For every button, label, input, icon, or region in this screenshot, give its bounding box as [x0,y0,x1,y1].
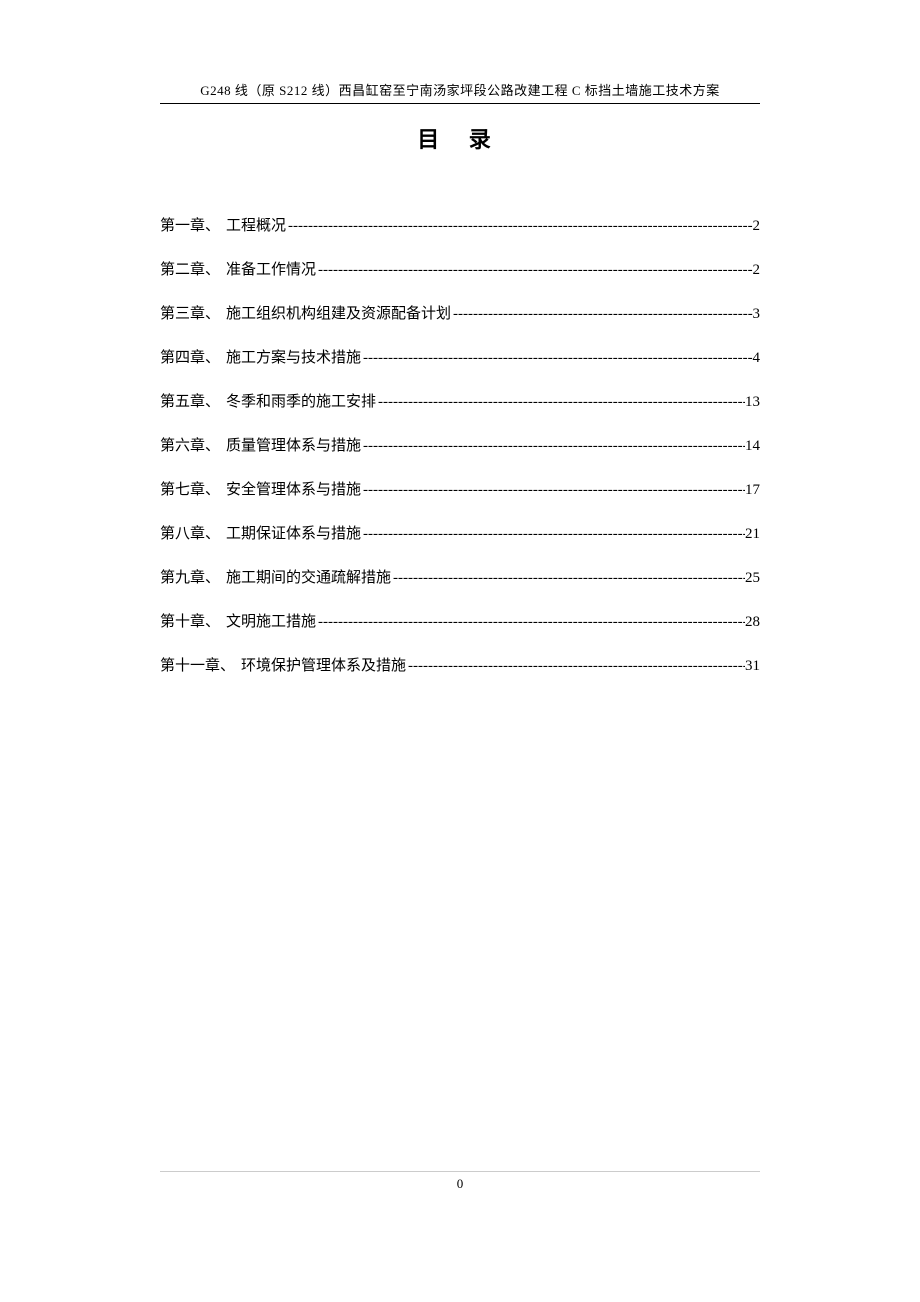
toc-entry-title: 施工组织机构组建及资源配备计划 [226,302,451,326]
toc-chapter-label: 第四章、 [160,346,220,370]
toc-leader-dashes: ----------------------------------------… [316,258,752,282]
toc-entry-title: 质量管理体系与措施 [226,434,361,458]
toc-leader-dashes: ----------------------------------------… [316,610,745,634]
document-page: G248 线（原 S212 线）西昌缸窑至宁南汤家坪段公路改建工程 C 标挡土墙… [0,0,920,678]
toc-page-number: 17 [745,478,760,502]
toc-page-number: 3 [753,302,761,326]
toc-page-number: 2 [753,214,761,238]
toc-leader-dashes: ----------------------------------------… [361,434,745,458]
toc-entry-title: 文明施工措施 [226,610,316,634]
toc-chapter-label: 第六章、 [160,434,220,458]
toc-leader-dashes: ----------------------------------------… [361,522,745,546]
toc-entry: 第十一章、环境保护管理体系及措施------------------------… [160,654,760,678]
toc-chapter-label: 第八章、 [160,522,220,546]
toc-list: 第一章、工程概况--------------------------------… [160,214,760,678]
toc-page-number: 28 [745,610,760,634]
toc-chapter-label: 第五章、 [160,390,220,414]
toc-entry-title: 工期保证体系与措施 [226,522,361,546]
toc-page-number: 31 [745,654,760,678]
toc-chapter-label: 第一章、 [160,214,220,238]
toc-page-number: 2 [753,258,761,282]
toc-title: 目 录 [160,122,760,154]
toc-chapter-label: 第十章、 [160,610,220,634]
toc-leader-dashes: ----------------------------------------… [361,478,745,502]
toc-page-number: 13 [745,390,760,414]
toc-page-number: 25 [745,566,760,590]
toc-entry: 第一章、工程概况--------------------------------… [160,214,760,238]
toc-entry-title: 施工方案与技术措施 [226,346,361,370]
toc-entry-title: 工程概况 [226,214,286,238]
toc-entry: 第二章、准备工作情况------------------------------… [160,258,760,282]
toc-leader-dashes: ----------------------------------------… [376,390,745,414]
toc-leader-dashes: ----------------------------------------… [361,346,752,370]
toc-page-number: 14 [745,434,760,458]
toc-entry-title: 准备工作情况 [226,258,316,282]
toc-entry-title: 施工期间的交通疏解措施 [226,566,391,590]
toc-leader-dashes: ----------------------------------------… [286,214,752,238]
toc-entry-title: 冬季和雨季的施工安排 [226,390,376,414]
page-number: 0 [457,1176,464,1191]
toc-chapter-label: 第三章、 [160,302,220,326]
toc-entry: 第五章、冬季和雨季的施工安排--------------------------… [160,390,760,414]
toc-page-number: 21 [745,522,760,546]
page-footer: 0 [160,1171,760,1192]
toc-entry: 第四章、施工方案与技术措施---------------------------… [160,346,760,370]
toc-chapter-label: 第七章、 [160,478,220,502]
toc-entry: 第三章、施工组织机构组建及资源配备计划---------------------… [160,302,760,326]
toc-entry: 第七章、安全管理体系与措施---------------------------… [160,478,760,502]
toc-leader-dashes: ----------------------------------------… [391,566,745,590]
toc-leader-dashes: ----------------------------------------… [451,302,752,326]
toc-page-number: 4 [753,346,761,370]
toc-entry-title: 安全管理体系与措施 [226,478,361,502]
toc-entry: 第十章、文明施工措施------------------------------… [160,610,760,634]
toc-leader-dashes: ----------------------------------------… [406,654,745,678]
toc-chapter-label: 第九章、 [160,566,220,590]
toc-entry: 第八章、工期保证体系与措施---------------------------… [160,522,760,546]
toc-entry-title: 环境保护管理体系及措施 [241,654,406,678]
toc-entry: 第六章、质量管理体系与措施---------------------------… [160,434,760,458]
toc-chapter-label: 第二章、 [160,258,220,282]
toc-chapter-label: 第十一章、 [160,654,235,678]
page-header: G248 线（原 S212 线）西昌缸窑至宁南汤家坪段公路改建工程 C 标挡土墙… [160,80,760,104]
toc-entry: 第九章、施工期间的交通疏解措施-------------------------… [160,566,760,590]
